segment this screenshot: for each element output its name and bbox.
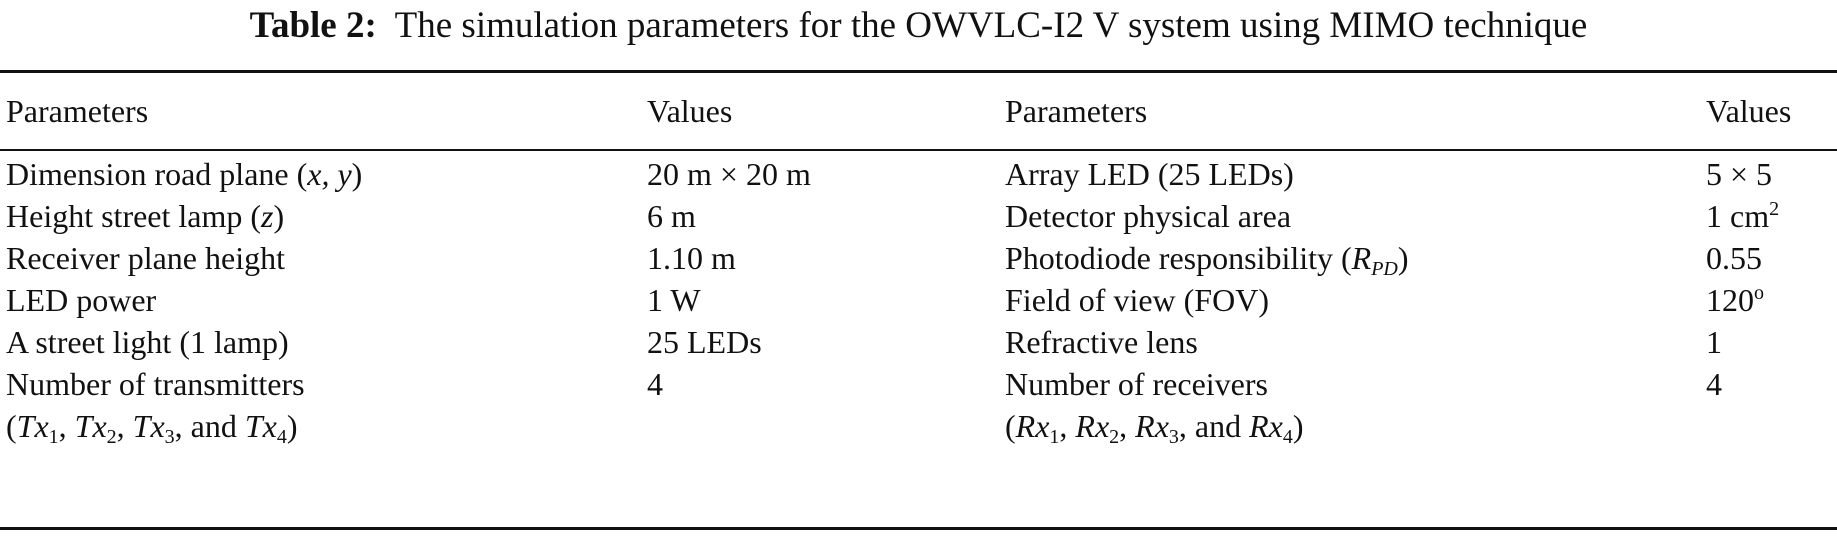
caption-text: The simulation parameters for the OWVLC-… (394, 5, 1588, 46)
table-row: Receiver plane height 1.10 m Photodiode … (6, 240, 1762, 280)
table-caption: Table 2: The simulation parameters for t… (0, 4, 1837, 47)
table-row: LED power 1 W Field of view (FOV) 120o (6, 282, 1764, 318)
table-row-continuation: (Tx1, Tx2, Tx3, and Tx4) (Rx1, Rx2, Rx3,… (0, 405, 1837, 447)
transmitter-list: (Tx1, Tx2, Tx3, and Tx4) (6, 408, 298, 448)
header-values-2: Values (1706, 93, 1792, 129)
header-rule (0, 149, 1837, 151)
table-row: Number of transmitters 4 Number of recei… (6, 366, 1722, 402)
receiver-list: (Rx1, Rx2, Rx3, and Rx4) (1005, 408, 1304, 448)
header-parameters-2: Parameters (1005, 93, 1148, 129)
table-row: A street light (1 lamp) 25 LEDs Refracti… (6, 324, 1722, 360)
header-values: Values (647, 93, 733, 129)
table-row: Dimension road plane (x, y) 20 m × 20 m … (6, 156, 1773, 192)
table-header: Parameters Values Parameters Values (0, 90, 1837, 132)
bottom-rule (0, 527, 1837, 530)
table-row: Height street lamp (z) 6 m Detector phys… (6, 198, 1780, 234)
top-rule (0, 70, 1837, 73)
header-parameters: Parameters (6, 93, 149, 129)
caption-label: Table 2: (249, 5, 377, 46)
